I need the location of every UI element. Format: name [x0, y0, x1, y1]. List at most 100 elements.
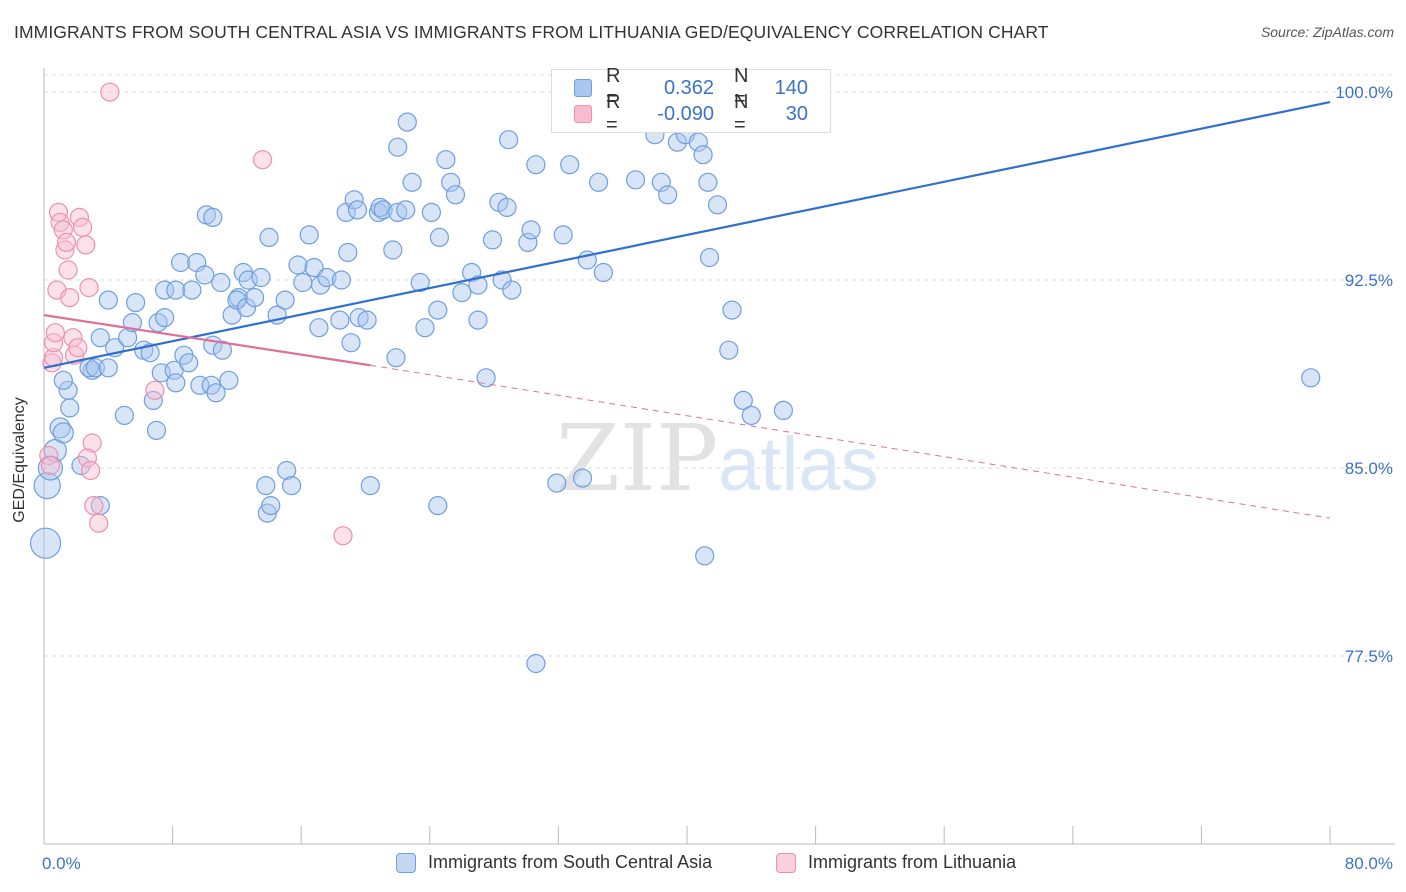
- blue-point: [388, 137, 408, 157]
- blue-point: [526, 653, 546, 674]
- blue-point: [282, 476, 302, 496]
- y-tick-label: 77.5%: [1345, 647, 1393, 666]
- blue-point: [304, 257, 324, 278]
- pink-point: [58, 260, 78, 280]
- blue-point: [492, 270, 512, 290]
- blue-point: [383, 240, 403, 260]
- blue-point: [741, 405, 761, 425]
- blue-point: [436, 150, 456, 170]
- blue-point: [719, 340, 739, 360]
- blue-point: [497, 197, 517, 217]
- legend-label: Immigrants from Lithuania: [808, 852, 1017, 872]
- blue-point: [288, 255, 308, 275]
- blue-point: [722, 300, 742, 320]
- blue-point: [476, 368, 496, 388]
- pink-point: [100, 82, 120, 102]
- blue-point: [82, 360, 102, 380]
- blue-point: [310, 275, 331, 295]
- blue-point: [166, 280, 186, 300]
- source-label: Source: ZipAtlas.com: [1260, 24, 1394, 40]
- blue-point: [698, 172, 718, 192]
- blue-point: [468, 275, 488, 295]
- blue-point: [388, 202, 408, 222]
- blue-point: [428, 300, 448, 320]
- pink-point: [84, 496, 104, 516]
- blue-point: [155, 280, 175, 300]
- r-value: 0.362: [663, 76, 714, 99]
- blue-point: [468, 310, 488, 330]
- grid-lines: [44, 74, 1395, 657]
- blue-point: [386, 348, 406, 368]
- blue-point: [773, 400, 794, 420]
- blue-point: [625, 170, 646, 190]
- series-lithuania-points: [39, 82, 353, 546]
- blue-point: [370, 197, 390, 217]
- blue-point: [396, 200, 416, 220]
- blue-point: [58, 380, 78, 400]
- blue-point: [1301, 368, 1321, 388]
- pink-point: [80, 460, 101, 481]
- blue-point: [330, 310, 350, 330]
- blue-point: [733, 390, 753, 410]
- blue-point: [667, 132, 688, 152]
- blue-point: [219, 370, 239, 390]
- blue-point: [429, 227, 449, 247]
- blue-point: [415, 318, 435, 338]
- pink-point: [82, 433, 102, 453]
- blue-point: [373, 200, 393, 220]
- pink-point: [56, 232, 77, 252]
- pink-point: [145, 380, 165, 400]
- blue-point: [29, 527, 62, 559]
- blue-point: [126, 293, 146, 313]
- blue-point: [299, 225, 319, 245]
- blue-point: [203, 207, 223, 227]
- blue-point: [171, 252, 191, 273]
- n-label: N =: [734, 65, 749, 110]
- legend-row-south-central-asia: R = 0.362 N = 140: [574, 65, 808, 110]
- blue-point: [338, 242, 358, 263]
- pink-point: [45, 323, 65, 343]
- blue-point: [344, 190, 364, 210]
- blue-point: [53, 370, 73, 390]
- pink-point: [60, 288, 80, 308]
- watermark: ZIP atlas: [556, 405, 879, 512]
- n-label: N =: [734, 91, 749, 136]
- trend-lines: [43, 101, 1331, 519]
- blue-point: [658, 185, 678, 205]
- blue-point: [688, 132, 708, 152]
- pink-point: [68, 338, 88, 358]
- pink-point: [55, 240, 75, 260]
- blue-point: [71, 455, 91, 476]
- x-tick-label: 0.0%: [42, 854, 81, 873]
- legend-swatch-pink: [574, 105, 592, 123]
- pink-point: [53, 220, 73, 240]
- chart-title: IMMIGRANTS FROM SOUTH CENTRAL ASIA VS IM…: [14, 22, 1049, 42]
- pink-point: [39, 445, 59, 466]
- watermark-atlas: atlas: [718, 422, 879, 507]
- blue-point: [245, 288, 265, 308]
- blue-point: [98, 358, 118, 378]
- blue-point: [206, 383, 226, 403]
- blue-point: [114, 405, 135, 425]
- blue-point: [317, 267, 337, 288]
- blue-point: [195, 265, 215, 285]
- y-axis-label: GED/Equivalency: [11, 397, 28, 523]
- blue-point: [482, 230, 503, 250]
- blue-point: [452, 283, 472, 303]
- blue-point: [182, 280, 202, 300]
- blue-point: [651, 172, 671, 192]
- y-tick-labels: 77.5% 85.0% 92.5% 100.0%: [1335, 83, 1393, 666]
- blue-point: [588, 172, 609, 192]
- blue-point: [462, 262, 482, 283]
- blue-point: [695, 546, 715, 566]
- blue-point: [521, 220, 541, 240]
- blue-point: [190, 375, 210, 395]
- blue-point: [236, 298, 257, 318]
- blue-point: [143, 390, 163, 410]
- pink-point: [72, 217, 93, 237]
- blue-point: [179, 353, 199, 373]
- blue-point: [397, 112, 417, 132]
- blue-point: [309, 318, 329, 338]
- blue-point: [360, 476, 380, 496]
- blue-point: [445, 185, 466, 205]
